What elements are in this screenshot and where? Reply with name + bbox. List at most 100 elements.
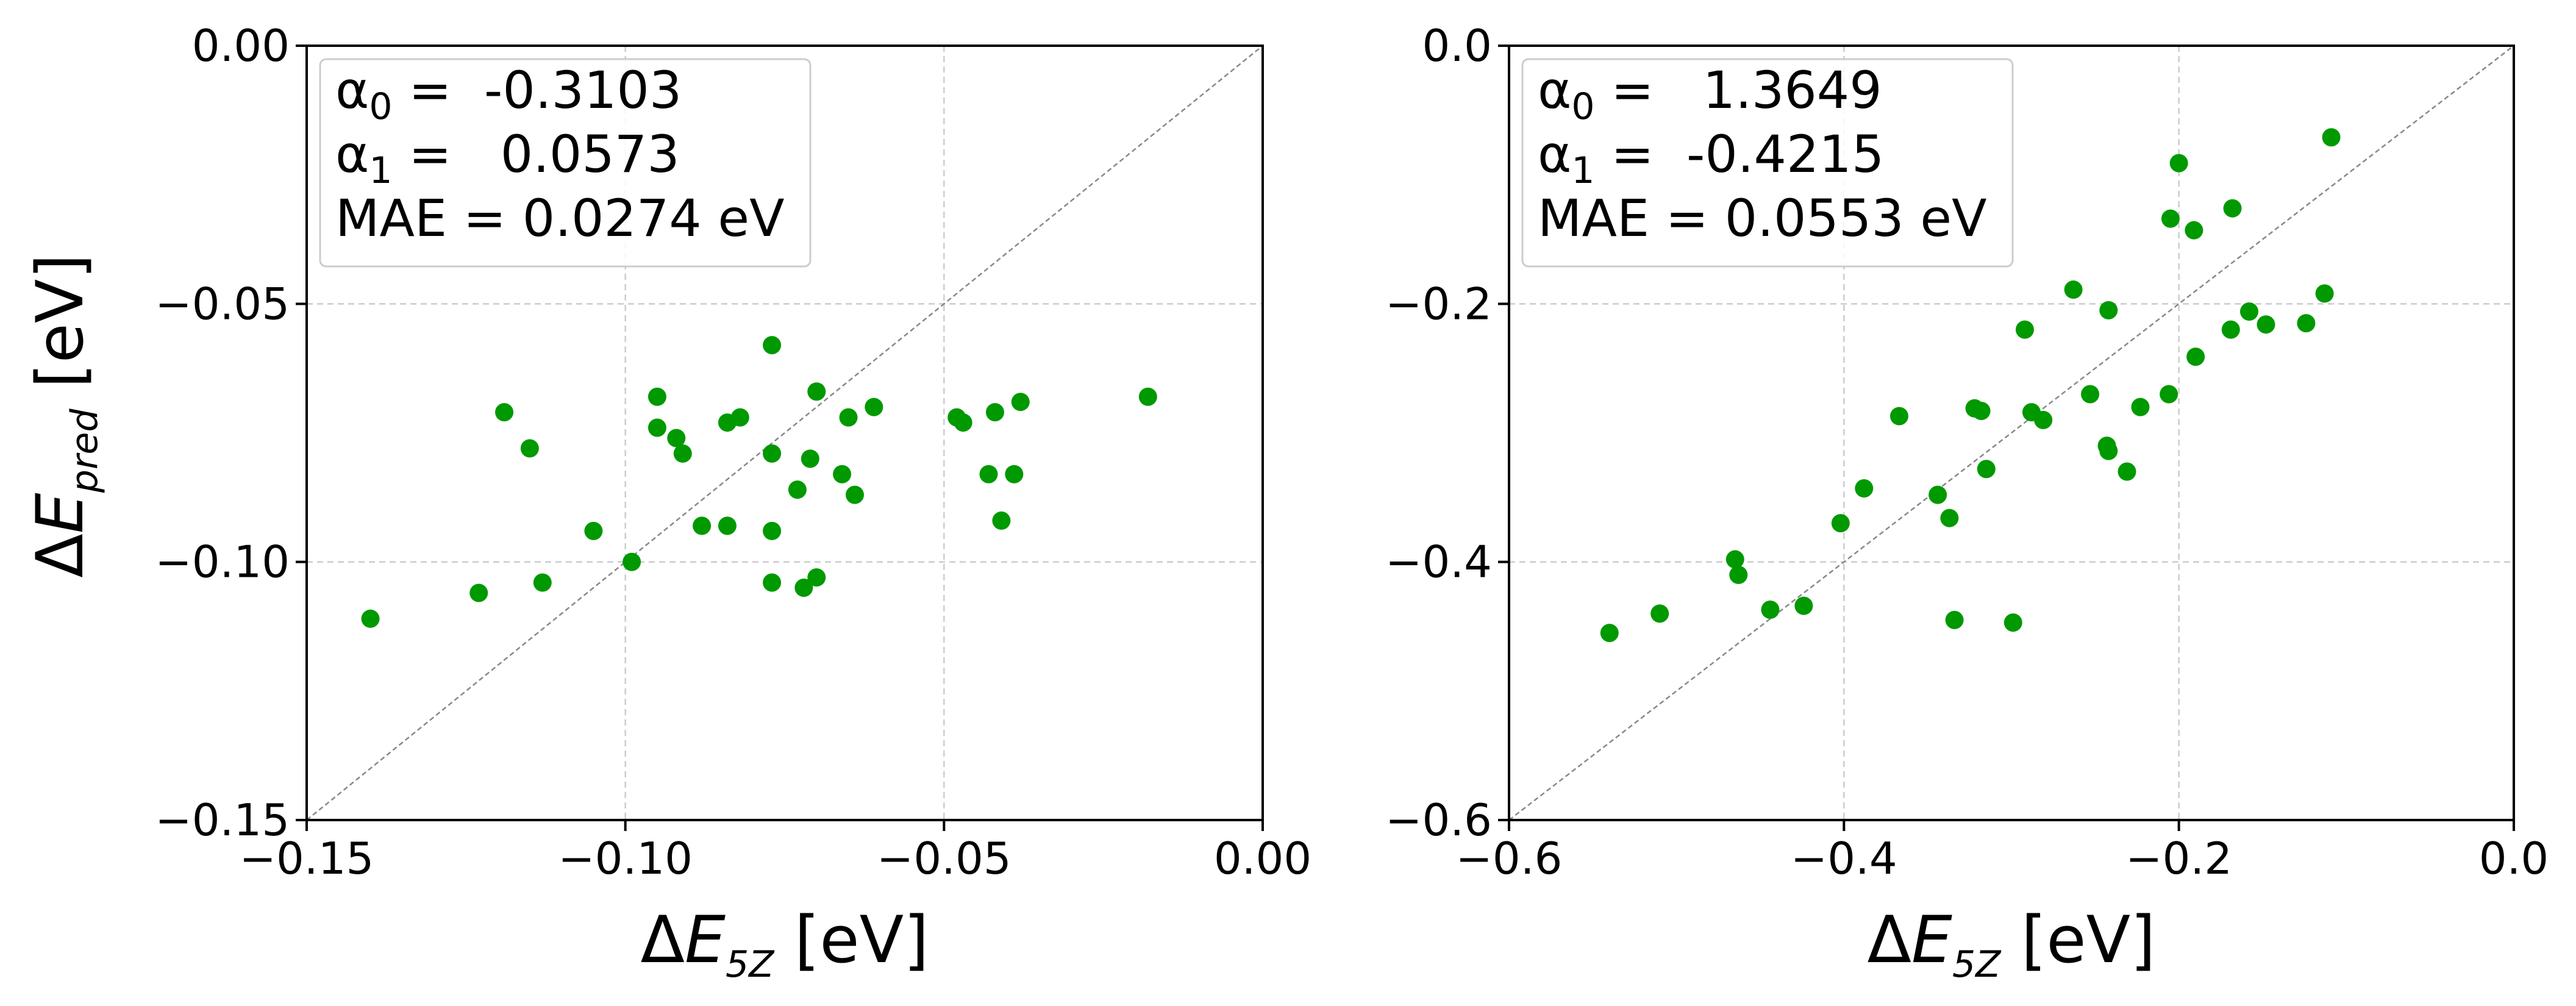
x-axis-label-variable: E [1911, 902, 1952, 977]
data-point [1889, 407, 1908, 426]
legend-entry: MAE = 0.0553 eV [1538, 188, 1987, 248]
data-point [2185, 221, 2203, 240]
x-tick-label: −0.4 [1791, 833, 1897, 884]
data-point [2081, 385, 2100, 404]
data-point [469, 583, 488, 602]
x-axis-label-unit: [eV] [774, 902, 929, 977]
data-point [2257, 315, 2275, 334]
identity-diagonal-line [1508, 45, 2514, 821]
data-point [807, 382, 826, 401]
data-point [2297, 314, 2316, 333]
legend-subscript: 0 [1571, 85, 1594, 128]
data-point [2118, 462, 2136, 481]
data-point [2160, 385, 2178, 404]
legend-value: = -0.4215 [1595, 124, 1885, 184]
legend-symbol: α [1538, 124, 1571, 184]
data-point [979, 465, 998, 483]
x-tick-label: −0.6 [1456, 833, 1563, 884]
y-axis-label-variable: E [23, 493, 98, 533]
legend-value: = 0.0274 eV [447, 188, 785, 248]
data-point [2315, 284, 2334, 303]
data-point [667, 429, 686, 448]
data-point [1761, 600, 1780, 619]
x-axis-label-subscript: 5Z [726, 943, 775, 986]
data-point [807, 568, 826, 587]
y-tick-label: 0.00 [192, 20, 290, 71]
right-chart-panel: −0.6 −0.4 −0.2 0.0 −0.6 −0.4 −0.2 0.0 ΔE5Z [eV] α… [1385, 20, 2549, 986]
x-tick-label: 0.00 [1214, 833, 1311, 884]
legend-entry: α1 = -0.4215 [1538, 124, 1884, 192]
data-point [2186, 348, 2205, 366]
x-axis-label: ΔE5Z [eV] [641, 902, 929, 986]
legend-value: = -0.3103 [393, 60, 682, 120]
data-point [865, 398, 883, 416]
x-axis-label-variable: E [685, 902, 726, 977]
data-point [584, 521, 603, 540]
legend-value: = 0.0553 eV [1649, 188, 1987, 248]
data-point [2221, 320, 2240, 339]
legend-entry: MAE = 0.0274 eV [335, 188, 785, 248]
legend-entry: α0 = -0.3103 [335, 60, 682, 128]
data-point [2099, 441, 2118, 460]
y-tick-label: −0.4 [1385, 537, 1492, 588]
data-point [533, 573, 552, 592]
data-point [648, 418, 666, 437]
data-point [718, 516, 737, 535]
legend-symbol: α [335, 124, 369, 184]
data-point [2099, 301, 2118, 319]
legend-subscript: 1 [1571, 149, 1594, 192]
data-point [763, 336, 782, 355]
data-point [1005, 465, 1024, 483]
x-axis-label-subscript: 5Z [1952, 943, 2002, 986]
x-tick-label: 0.0 [2479, 833, 2549, 884]
data-point [801, 449, 819, 468]
x-tick-label: −0.05 [877, 833, 1011, 884]
data-point [1977, 460, 1996, 479]
legend-entry: α0 = 1.3649 [1538, 60, 1882, 128]
data-point [2064, 280, 2083, 299]
legend-symbol: MAE [1538, 188, 1649, 248]
data-point [1855, 479, 1874, 498]
legend-symbol: α [335, 60, 369, 120]
y-axis-label-subscript: pred [63, 408, 106, 494]
x-axis-label-delta: Δ [1868, 902, 1912, 977]
data-point [1011, 393, 1030, 412]
data-point [2003, 613, 2022, 632]
y-axis-label-delta: Δ [23, 533, 98, 578]
x-axis-label: ΔE5Z [eV] [1868, 902, 2156, 986]
legend-value: = 1.3649 [1595, 60, 1882, 120]
plot-frame [1508, 45, 2515, 821]
data-point [985, 403, 1004, 422]
data-point [1600, 624, 1619, 643]
data-point [954, 413, 972, 432]
data-point [648, 387, 666, 406]
data-point [1650, 604, 1669, 623]
y-tick-label: −0.2 [1385, 278, 1492, 329]
legend-value: = 0.0573 [393, 124, 680, 184]
data-point [839, 408, 858, 427]
legend-box [319, 58, 812, 268]
data-point [2161, 209, 2180, 228]
identity-diagonal-line [306, 45, 1263, 821]
data-point [2240, 302, 2259, 321]
data-point [845, 485, 864, 504]
legend-symbol: α [1538, 60, 1571, 120]
data-point [1831, 514, 1850, 533]
y-tick-label: −0.05 [155, 278, 290, 329]
data-point [1729, 565, 1748, 584]
data-point [2322, 128, 2341, 147]
legend-subscript: 0 [369, 85, 392, 128]
data-point [1940, 508, 1959, 527]
x-tick-label: −0.10 [558, 833, 693, 884]
data-point [763, 444, 782, 463]
plot-frame [305, 45, 1264, 821]
x-tick-label: −0.2 [2125, 833, 2232, 884]
legend-entry: α1 = 0.0573 [335, 124, 680, 192]
legend-box [1521, 58, 2014, 268]
data-point [673, 444, 692, 463]
data-point [693, 516, 712, 535]
data-point [2131, 398, 2150, 416]
data-point [730, 408, 749, 427]
data-point [520, 439, 539, 458]
data-point [1945, 610, 1964, 629]
